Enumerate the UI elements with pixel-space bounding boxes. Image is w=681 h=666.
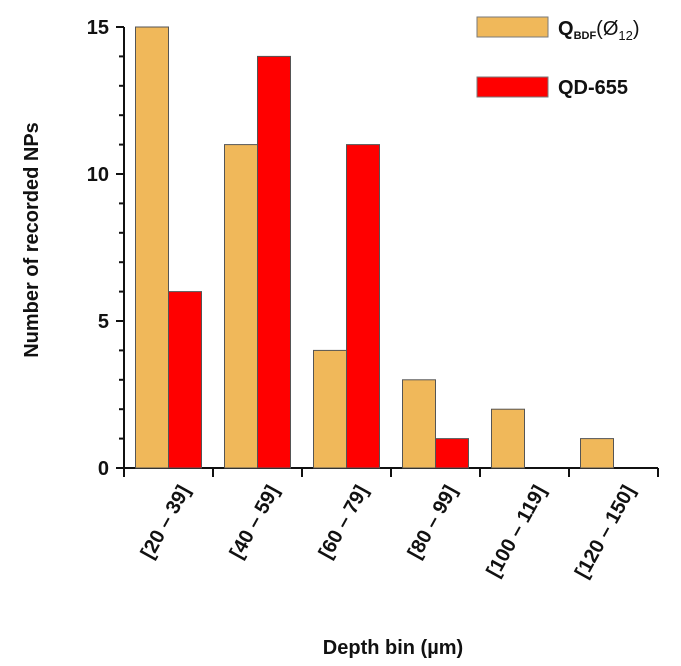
bar-qd655 [257, 55, 291, 469]
legend: QBDF(Ø12) QD-655 [476, 16, 640, 99]
y-tick-label: 5 [98, 311, 109, 333]
x-axis-title: Depth bin (µm) [323, 637, 463, 659]
x-tick-label: [100 – 119] [483, 482, 551, 581]
bar-qd655 [435, 438, 469, 469]
legend-label-qbdf-paren-sub: 12 [618, 28, 632, 43]
legend-label-qbdf-main: Q [558, 18, 574, 40]
x-tick-label: [60 – 79] [315, 482, 373, 563]
axes [116, 26, 659, 477]
legend-label-qd655: QD-655 [558, 77, 628, 99]
legend-label-qbdf: QBDF(Ø12) [558, 18, 640, 43]
legend-label-qbdf-paren: (Ø [596, 18, 618, 40]
bars [135, 26, 614, 469]
bar-qbdf [313, 349, 347, 469]
bar-qbdf [135, 26, 169, 469]
legend-label-qbdf-sub: BDF [574, 30, 597, 42]
bar-qbdf [224, 144, 258, 469]
y-tick-label: 0 [98, 458, 109, 480]
legend-label-qbdf-paren-close: ) [633, 18, 640, 40]
y-axis-title: Number of recorded NPs [21, 122, 43, 358]
bar-qd655 [168, 291, 202, 469]
legend-swatch-qbdf [476, 16, 549, 38]
legend-swatch-qd655 [476, 76, 549, 98]
bar-qd655 [346, 144, 380, 469]
bar-qbdf [402, 379, 436, 469]
bar-qbdf [491, 408, 525, 469]
y-tick-label: 15 [87, 17, 109, 39]
x-tick-label: [20 – 39] [137, 482, 195, 563]
x-tick-label: [80 – 99] [404, 482, 462, 563]
x-tick-label: [120 – 150] [571, 482, 640, 582]
y-tick-label: 10 [87, 164, 109, 186]
bar-qbdf [580, 438, 614, 469]
x-tick-label: [40 – 59] [226, 482, 284, 563]
